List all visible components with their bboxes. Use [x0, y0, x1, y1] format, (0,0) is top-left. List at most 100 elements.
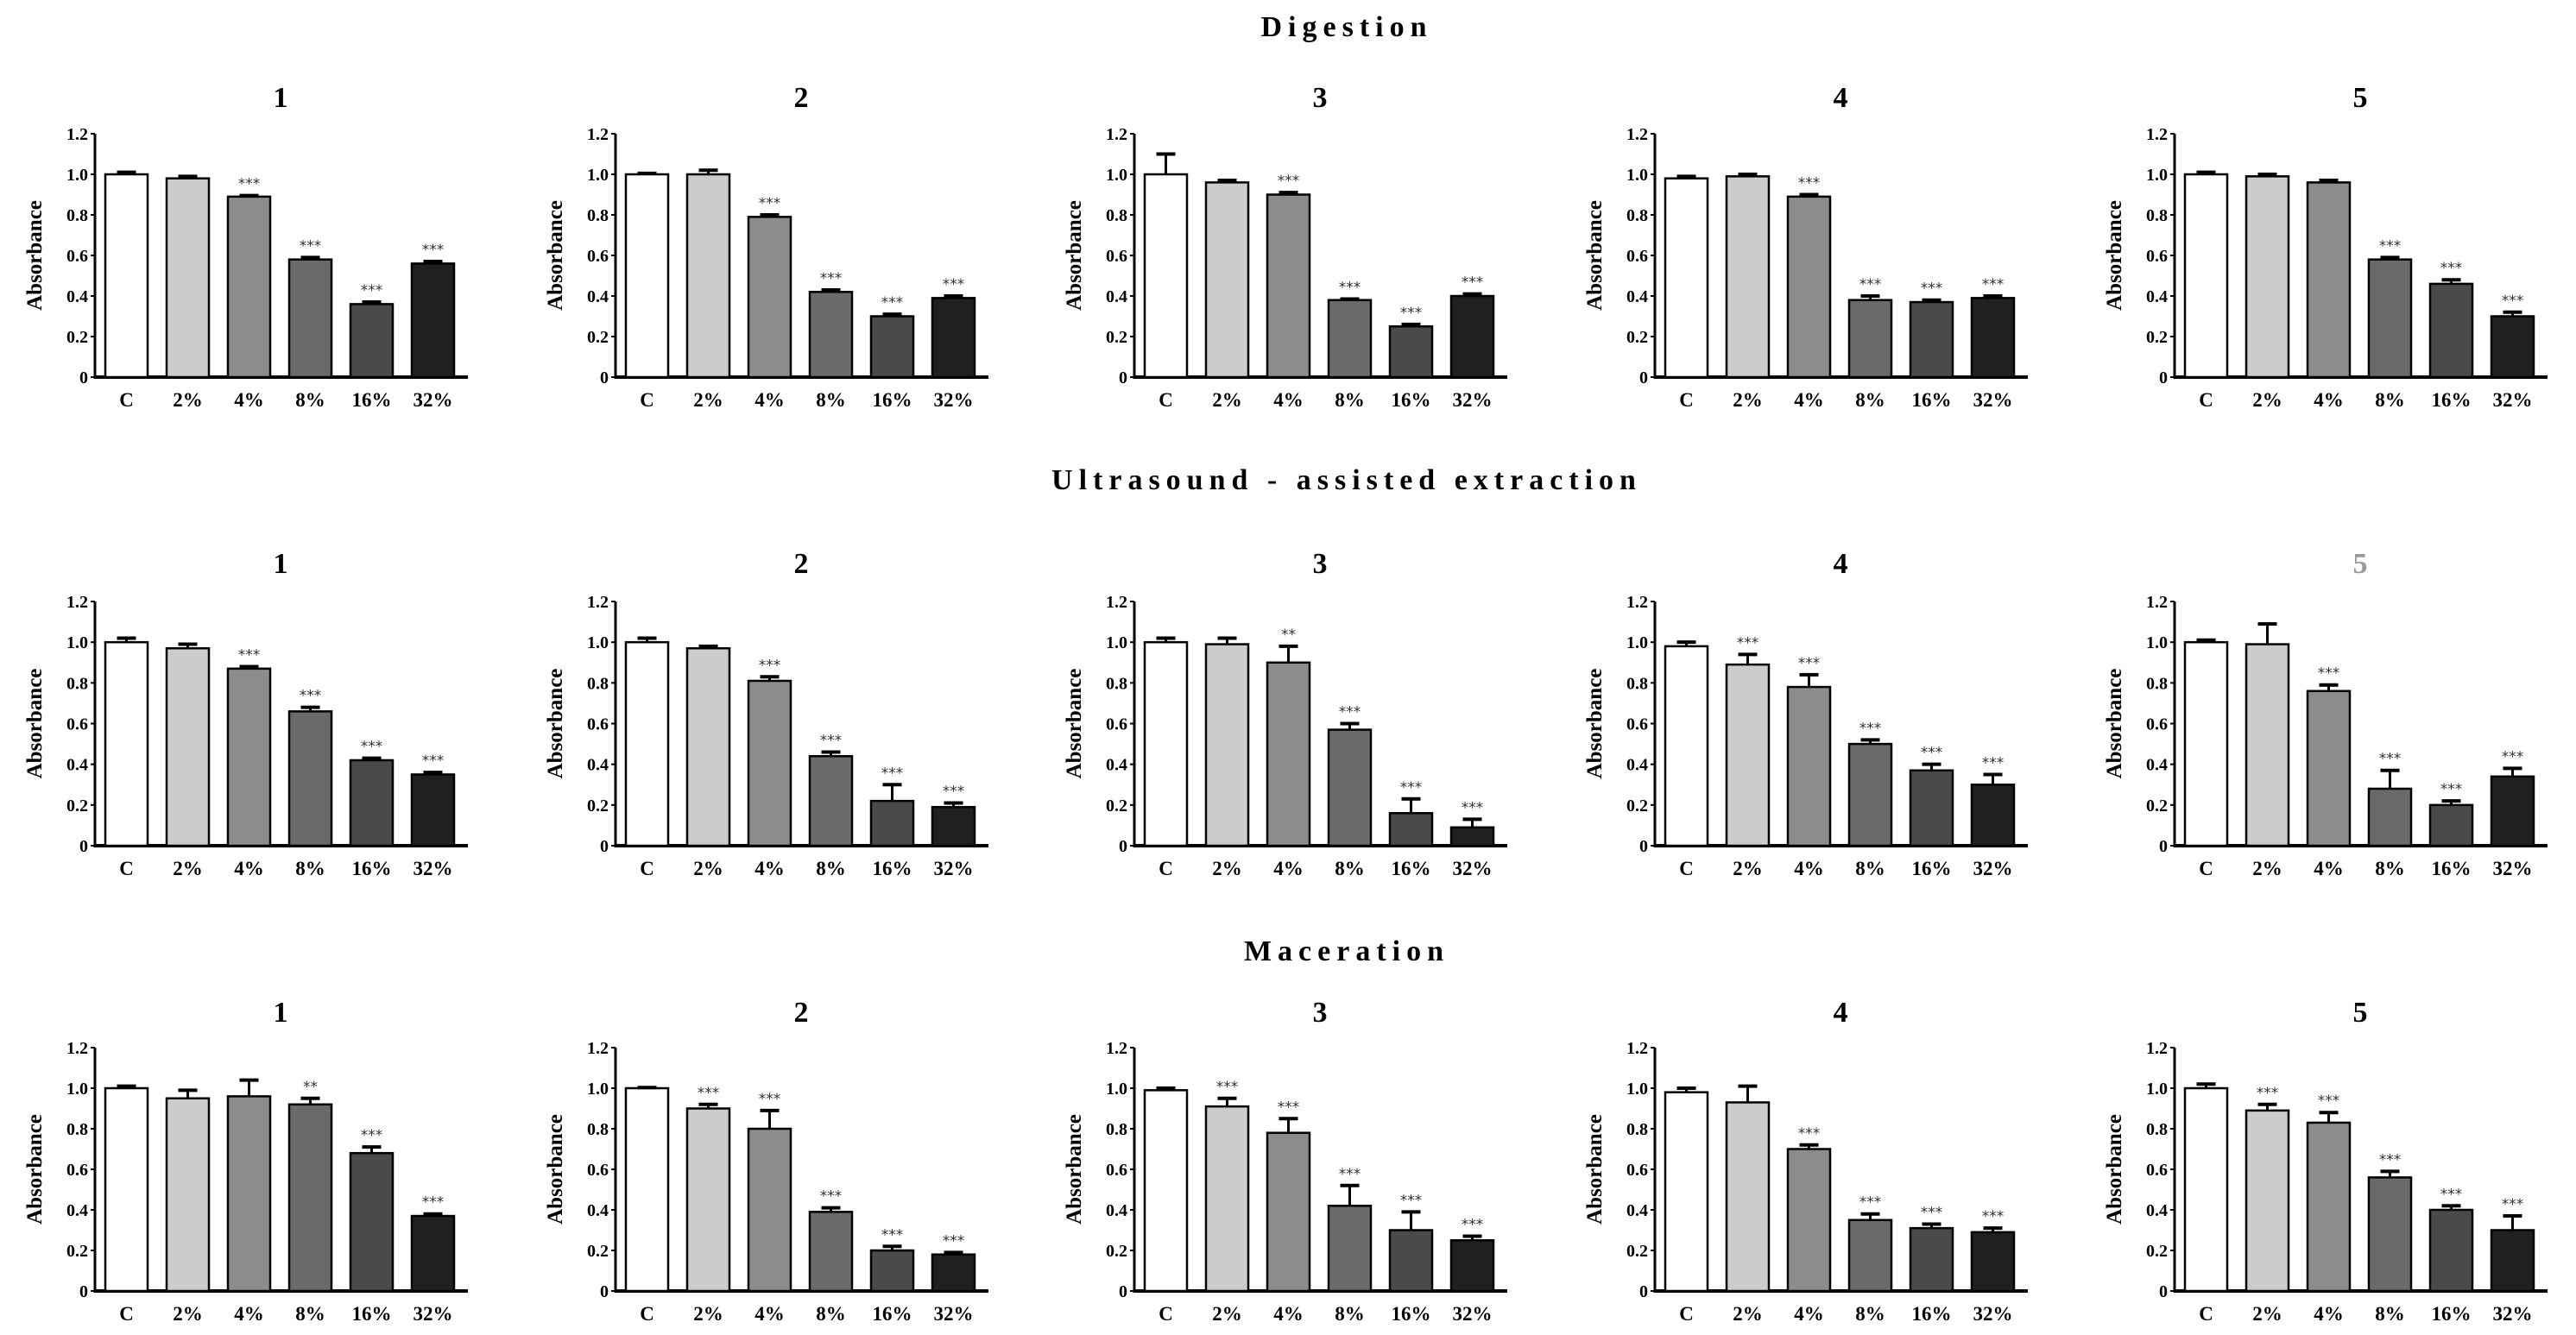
bar-32% — [2490, 775, 2535, 847]
y-tick-label: 0.2 — [2146, 328, 2168, 347]
significance-label: *** — [1798, 655, 1821, 672]
y-axis-label: Absorbance — [1583, 669, 1607, 779]
x-tick-label: C — [119, 1303, 134, 1325]
bar-C — [1143, 1089, 1189, 1293]
significance-label: *** — [820, 733, 843, 750]
significance-label: *** — [422, 753, 445, 770]
y-tick-label: 0 — [2159, 837, 2168, 856]
bar-4% — [226, 667, 272, 847]
y-tick-label: 0.2 — [587, 328, 609, 347]
bar-2% — [165, 1097, 211, 1293]
panel-title: 4 — [1834, 997, 1848, 1029]
y-tick-label: 0.8 — [66, 206, 88, 225]
x-tick-label: 8% — [816, 389, 846, 411]
y-tick-label: 0.4 — [2146, 756, 2168, 775]
x-tick-label: 2% — [173, 389, 203, 411]
x-tick-label: C — [1679, 858, 1694, 879]
panel-title: 4 — [1834, 82, 1848, 114]
y-tick-label: 0.4 — [587, 287, 609, 306]
y-tick-label: 0.6 — [1626, 715, 1648, 734]
bar-2% — [685, 646, 731, 847]
y-tick-label: 0.6 — [66, 1161, 88, 1180]
x-tick-label: 8% — [2375, 389, 2405, 411]
x-tick-label: 2% — [1733, 1303, 1763, 1325]
significance-label: *** — [1798, 175, 1821, 192]
x-tick-label: 16% — [873, 389, 912, 411]
bar-4% — [747, 1127, 792, 1293]
x-tick-label: 16% — [1392, 389, 1431, 411]
y-tick-label: 1.2 — [587, 125, 609, 144]
y-tick-label: 0.6 — [2146, 715, 2168, 734]
x-tick-label: 8% — [1855, 389, 1885, 411]
x-tick-label: 2% — [1212, 858, 1242, 879]
y-tick-label: 0.6 — [2146, 1161, 2168, 1180]
y-tick-label: 0 — [1639, 1282, 1648, 1301]
x-tick-label: C — [2199, 1303, 2213, 1325]
panel-title: 5 — [2353, 997, 2368, 1029]
bar-8% — [1847, 299, 1893, 379]
bar-panel: 5 Absorbance 0 0.2 0.4 0.6 0.8 1.0 1.2 C 2% *** 4% **… — [2103, 548, 2548, 879]
x-tick-label: 4% — [234, 389, 264, 411]
y-tick-label: 0.8 — [1106, 674, 1127, 693]
panel-title: 3 — [1313, 997, 1328, 1029]
significance-label: *** — [2379, 1151, 2402, 1168]
y-tick-label: 0.8 — [587, 1120, 609, 1139]
x-tick-label: C — [640, 1303, 654, 1325]
bar-8% — [287, 258, 333, 379]
y-tick-label: 1.0 — [587, 633, 609, 652]
y-axis-label: Absorbance — [544, 200, 567, 311]
bar-panel: 3 Absorbance 0 0.2 0.4 0.6 0.8 1.0 1.2 C *** 2% *** 4… — [1063, 997, 1507, 1325]
x-tick-label: 8% — [1335, 858, 1365, 879]
significance-label: *** — [2440, 260, 2463, 277]
x-tick-label: 8% — [295, 858, 325, 879]
x-tick-label: C — [1679, 389, 1694, 411]
bar-panel: 1 Absorbance 0 0.2 0.4 0.6 0.8 1.0 1.2 C 2% 4% ** 8% *… — [23, 997, 468, 1325]
significance-label: *** — [2318, 1093, 2340, 1110]
y-tick-label: 0.8 — [2146, 206, 2168, 225]
significance-label: *** — [1859, 720, 1882, 737]
section-title: Ultrasound - assisted extraction — [1051, 464, 1642, 496]
bar-8% — [287, 710, 333, 847]
y-tick-label: 1.0 — [587, 1080, 609, 1099]
y-axis-label: Absorbance — [2103, 1114, 2126, 1225]
y-tick-label: 0.2 — [2146, 1242, 2168, 1261]
bar-8% — [808, 291, 854, 379]
x-tick-label: 8% — [295, 1303, 325, 1325]
y-tick-label: 0.8 — [1626, 206, 1648, 225]
significance-label: *** — [881, 294, 904, 312]
significance-label: *** — [361, 282, 383, 299]
x-tick-label: C — [1159, 858, 1173, 879]
y-tick-label: 0.8 — [1626, 1120, 1648, 1139]
y-tick-label: 0.4 — [66, 756, 88, 775]
bar-16% — [349, 1151, 395, 1293]
bar-2% — [1725, 1101, 1771, 1293]
y-tick-label: 0.2 — [1626, 797, 1648, 815]
bar-2% — [165, 646, 211, 847]
y-tick-label: 0.6 — [1106, 1161, 1127, 1180]
y-axis-label: Absorbance — [2103, 200, 2126, 311]
bar-4% — [2306, 690, 2352, 847]
y-axis-label: Absorbance — [23, 1114, 47, 1225]
significance-label: *** — [1278, 173, 1300, 190]
x-tick-label: 16% — [873, 1303, 912, 1325]
y-tick-label: 0.6 — [587, 247, 609, 266]
y-axis-label: Absorbance — [1063, 669, 1086, 779]
bar-panel: 1 Absorbance 0 0.2 0.4 0.6 0.8 1.0 1.2 C 2% *** 4% **… — [23, 548, 468, 879]
y-tick-label: 0.2 — [1626, 328, 1648, 347]
x-tick-label: 2% — [693, 389, 723, 411]
y-tick-label: 0.4 — [1106, 287, 1127, 306]
bar-8% — [287, 1103, 333, 1293]
bar-16% — [1909, 769, 1954, 847]
bar-8% — [2367, 787, 2413, 847]
y-tick-label: 0.8 — [2146, 1120, 2168, 1139]
y-tick-label: 0 — [1639, 368, 1648, 387]
y-tick-label: 1.2 — [1106, 1039, 1127, 1058]
y-tick-label: 0.2 — [587, 797, 609, 815]
bar-4% — [1266, 1131, 1311, 1293]
bar-panel: 4 Absorbance 0 0.2 0.4 0.6 0.8 1.0 1.2 C *** 2% *** 4… — [1583, 548, 2028, 879]
bar-4% — [747, 679, 792, 847]
y-tick-label: 0.4 — [1626, 756, 1648, 775]
significance-label: *** — [943, 276, 965, 293]
x-tick-label: 4% — [1273, 858, 1304, 879]
y-tick-label: 1.0 — [587, 166, 609, 185]
